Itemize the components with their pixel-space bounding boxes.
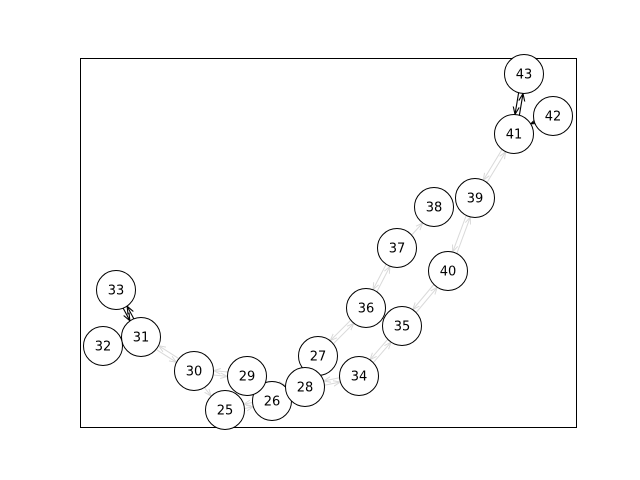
node-43: 43: [504, 54, 544, 94]
edge-39-to-40: [453, 215, 467, 252]
node-label: 26: [264, 395, 281, 410]
nodes-layer: 25 26 27 28 29 30 31 32 33 34 35 36 37 38 39 40 41 42 43: [83, 54, 573, 430]
edge-35-to-34: [370, 339, 388, 359]
edge-30-to-25: [204, 387, 211, 397]
node-label: 43: [516, 68, 533, 83]
node-label: 25: [217, 404, 234, 419]
node-label: 42: [545, 110, 562, 125]
node-31: 31: [121, 317, 161, 357]
edge-39-to-41: [486, 152, 506, 183]
node-38: 38: [414, 187, 454, 227]
node-label: 41: [506, 128, 523, 143]
node-label: 36: [358, 302, 375, 317]
node-42: 42: [533, 96, 573, 136]
node-circle: [96, 270, 136, 310]
node-33: 33: [96, 270, 136, 310]
edge-30-to-31: [159, 346, 180, 360]
node-circle: [494, 114, 534, 154]
node-label: 28: [297, 381, 314, 396]
node-label: 31: [133, 331, 150, 346]
edge-41-to-39: [483, 149, 503, 181]
node-41: 41: [494, 114, 534, 154]
edge-26-to-25: [244, 403, 253, 405]
node-label: 39: [467, 192, 484, 207]
node-label: 35: [394, 320, 411, 335]
edge-25-to-26: [244, 407, 254, 409]
edge-28-to-34: [324, 382, 341, 385]
edge-41-to-43: [519, 94, 523, 116]
node-circle: [227, 356, 267, 396]
node-37: 37: [377, 228, 417, 268]
node-circle: [428, 251, 468, 291]
edge-31-to-30: [155, 348, 176, 362]
node-32: 32: [83, 326, 123, 366]
edge-29-to-30: [214, 371, 228, 372]
node-circle: [455, 178, 495, 218]
node-label: 32: [95, 340, 112, 355]
edge-43-to-41: [515, 92, 519, 115]
node-label: 27: [310, 350, 327, 365]
node-circle: [377, 228, 417, 268]
node-circle: [205, 390, 245, 430]
node-label: 34: [351, 370, 368, 385]
edge-37-to-36: [373, 264, 387, 289]
node-39: 39: [455, 178, 495, 218]
node-40: 40: [428, 251, 468, 291]
node-30: 30: [174, 351, 214, 391]
edge-31-to-33: [127, 306, 135, 320]
node-29: 29: [227, 356, 267, 396]
edge-34-to-28: [324, 378, 340, 381]
node-label: 29: [239, 370, 256, 385]
node-28: 28: [285, 367, 325, 407]
node-label: 40: [440, 265, 457, 280]
node-25: 25: [205, 390, 245, 430]
edge-36-to-37: [376, 266, 390, 292]
plot-frame: [80, 58, 577, 428]
node-circle: [414, 187, 454, 227]
node-circle: [346, 288, 386, 328]
edge-35-to-40: [415, 287, 437, 313]
node-35: 35: [382, 306, 422, 346]
node-label: 33: [108, 284, 125, 299]
edge-30-to-29: [213, 375, 227, 376]
node-label: 38: [426, 201, 443, 216]
node-circle: [339, 356, 379, 396]
node-circle: [382, 306, 422, 346]
node-circle: [83, 326, 123, 366]
edge-37-to-38: [411, 223, 423, 236]
node-circle: [121, 317, 161, 357]
node-circle: [285, 367, 325, 407]
edge-42-to-41: [531, 122, 535, 124]
edge-40-to-39: [456, 217, 471, 254]
node-36: 36: [346, 288, 386, 328]
node-34: 34: [339, 356, 379, 396]
node-label: 37: [389, 242, 406, 257]
node-circle: [174, 351, 214, 391]
edge-27-to-36: [332, 323, 354, 345]
node-circle: [533, 96, 573, 136]
node-circle: [504, 54, 544, 94]
node-label: 30: [186, 365, 203, 380]
edge-40-to-35: [413, 284, 435, 310]
edge-36-to-27: [330, 319, 352, 341]
